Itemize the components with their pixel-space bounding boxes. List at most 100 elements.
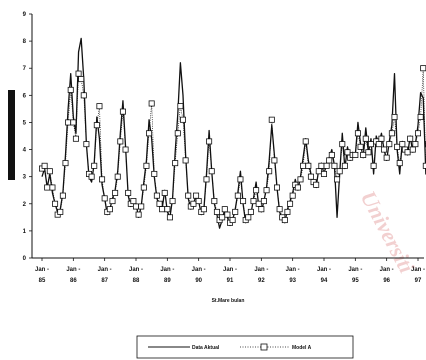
legend-label-series-2: Model A bbox=[292, 345, 312, 351]
x-tick-label-month: Jan - bbox=[35, 267, 49, 273]
series-2-point bbox=[221, 206, 228, 213]
x-tick-label-year: 95 bbox=[352, 278, 359, 284]
series-2-point bbox=[138, 203, 145, 210]
x-tick-label-year: 86 bbox=[70, 278, 77, 284]
series-2-point bbox=[49, 184, 56, 191]
series-2-point bbox=[287, 200, 294, 207]
series-2-point bbox=[307, 173, 314, 180]
series-2-point bbox=[362, 135, 369, 142]
series-2-point bbox=[302, 138, 309, 145]
series-2-point bbox=[240, 198, 247, 205]
series-2-point bbox=[177, 103, 184, 110]
series-2-point bbox=[229, 217, 236, 224]
series-2-point bbox=[388, 130, 395, 137]
y-tick-label: 2 bbox=[23, 202, 27, 208]
x-tick-label-month: Jan - bbox=[129, 267, 143, 273]
y-tick-label: 5 bbox=[23, 120, 27, 126]
series-2-point bbox=[234, 192, 241, 199]
series-2-point bbox=[237, 176, 244, 183]
series-2-point bbox=[211, 198, 218, 205]
series-2-point bbox=[88, 173, 95, 180]
series-2-point bbox=[78, 76, 85, 83]
watermark: Universiti bbox=[356, 187, 420, 278]
series-2-point bbox=[52, 200, 59, 207]
series-2-point bbox=[258, 206, 265, 213]
series-2-point bbox=[93, 122, 100, 129]
series-2-point bbox=[326, 157, 333, 164]
series-2-point bbox=[80, 92, 87, 99]
series-2-point bbox=[62, 160, 69, 167]
legend-square-marker bbox=[260, 343, 268, 351]
axes bbox=[31, 14, 424, 259]
series-2-point bbox=[193, 192, 200, 199]
series-2-point bbox=[289, 192, 296, 199]
series-2-point bbox=[67, 86, 74, 93]
series-2-point bbox=[185, 192, 192, 199]
series-2-point bbox=[182, 157, 189, 164]
series-2-point bbox=[318, 162, 325, 169]
series-2-point bbox=[101, 195, 108, 202]
x-tick-label-year: 85 bbox=[39, 278, 46, 284]
series-2-point bbox=[75, 70, 82, 77]
series-2-point bbox=[315, 168, 322, 175]
series-2-point bbox=[41, 162, 48, 169]
x-tick-label-year: 94 bbox=[321, 278, 328, 284]
series-2-point bbox=[266, 168, 273, 175]
series-2-point bbox=[159, 206, 166, 213]
x-tick-label-year: 96 bbox=[383, 278, 390, 284]
x-tick-label-month: Jan - bbox=[66, 267, 80, 273]
series-2-point bbox=[268, 116, 275, 123]
series-2-point bbox=[99, 176, 106, 183]
series-2-point bbox=[206, 138, 213, 145]
series-2-point bbox=[114, 173, 121, 180]
series-2-point bbox=[190, 200, 197, 207]
series-2-point bbox=[91, 162, 98, 169]
series-2-point bbox=[305, 162, 312, 169]
series-2-point bbox=[404, 149, 411, 156]
x-tick-label-year: 91 bbox=[227, 278, 234, 284]
series-2-point bbox=[195, 198, 202, 205]
series-2-point bbox=[391, 114, 398, 121]
series-2-point bbox=[297, 176, 304, 183]
series-2-point bbox=[247, 208, 254, 215]
series-2-point bbox=[245, 214, 252, 221]
series-2-point bbox=[146, 130, 153, 137]
legend: Data Aktual Model A bbox=[136, 335, 354, 359]
series-2-point bbox=[300, 162, 307, 169]
series-markers bbox=[39, 65, 426, 226]
x-tick-label-month: Jan - bbox=[160, 267, 174, 273]
series-2-point bbox=[331, 162, 338, 169]
series-2-point bbox=[219, 214, 226, 221]
series-2-point bbox=[200, 206, 207, 213]
series-2-point bbox=[117, 138, 124, 145]
x-tick-label-month: Jan - bbox=[348, 267, 362, 273]
x-tick-label-month: Jan - bbox=[254, 267, 268, 273]
x-tick-label-month: Jan - bbox=[223, 267, 237, 273]
series-2-point bbox=[59, 192, 66, 199]
x-tick-label-month: Jan - bbox=[411, 267, 425, 273]
series-2-point bbox=[65, 119, 72, 126]
series-2-point bbox=[208, 168, 215, 175]
series-2-point bbox=[140, 184, 147, 191]
y-tick-label: 8 bbox=[23, 39, 27, 45]
series-2-point bbox=[284, 208, 291, 215]
series-2-point bbox=[151, 170, 158, 177]
series-2-point bbox=[172, 160, 179, 167]
series-2-point bbox=[378, 135, 385, 142]
series-2-point bbox=[161, 189, 168, 196]
series-2-point bbox=[148, 100, 155, 107]
series-2-point bbox=[263, 187, 270, 194]
series-2-point bbox=[420, 65, 426, 72]
series-2-point bbox=[122, 146, 129, 153]
series-2-point bbox=[399, 141, 406, 148]
series-2-point bbox=[106, 206, 113, 213]
series-2-point bbox=[381, 146, 388, 153]
series-2-point bbox=[46, 168, 53, 175]
x-tick-label-year: 87 bbox=[101, 278, 108, 284]
x-tick-label-month: Jan - bbox=[192, 267, 206, 273]
x-tick-label-year: 97 bbox=[415, 278, 422, 284]
series-2-point bbox=[143, 162, 150, 169]
series-2-point bbox=[341, 162, 348, 169]
series-2-point bbox=[119, 108, 126, 115]
